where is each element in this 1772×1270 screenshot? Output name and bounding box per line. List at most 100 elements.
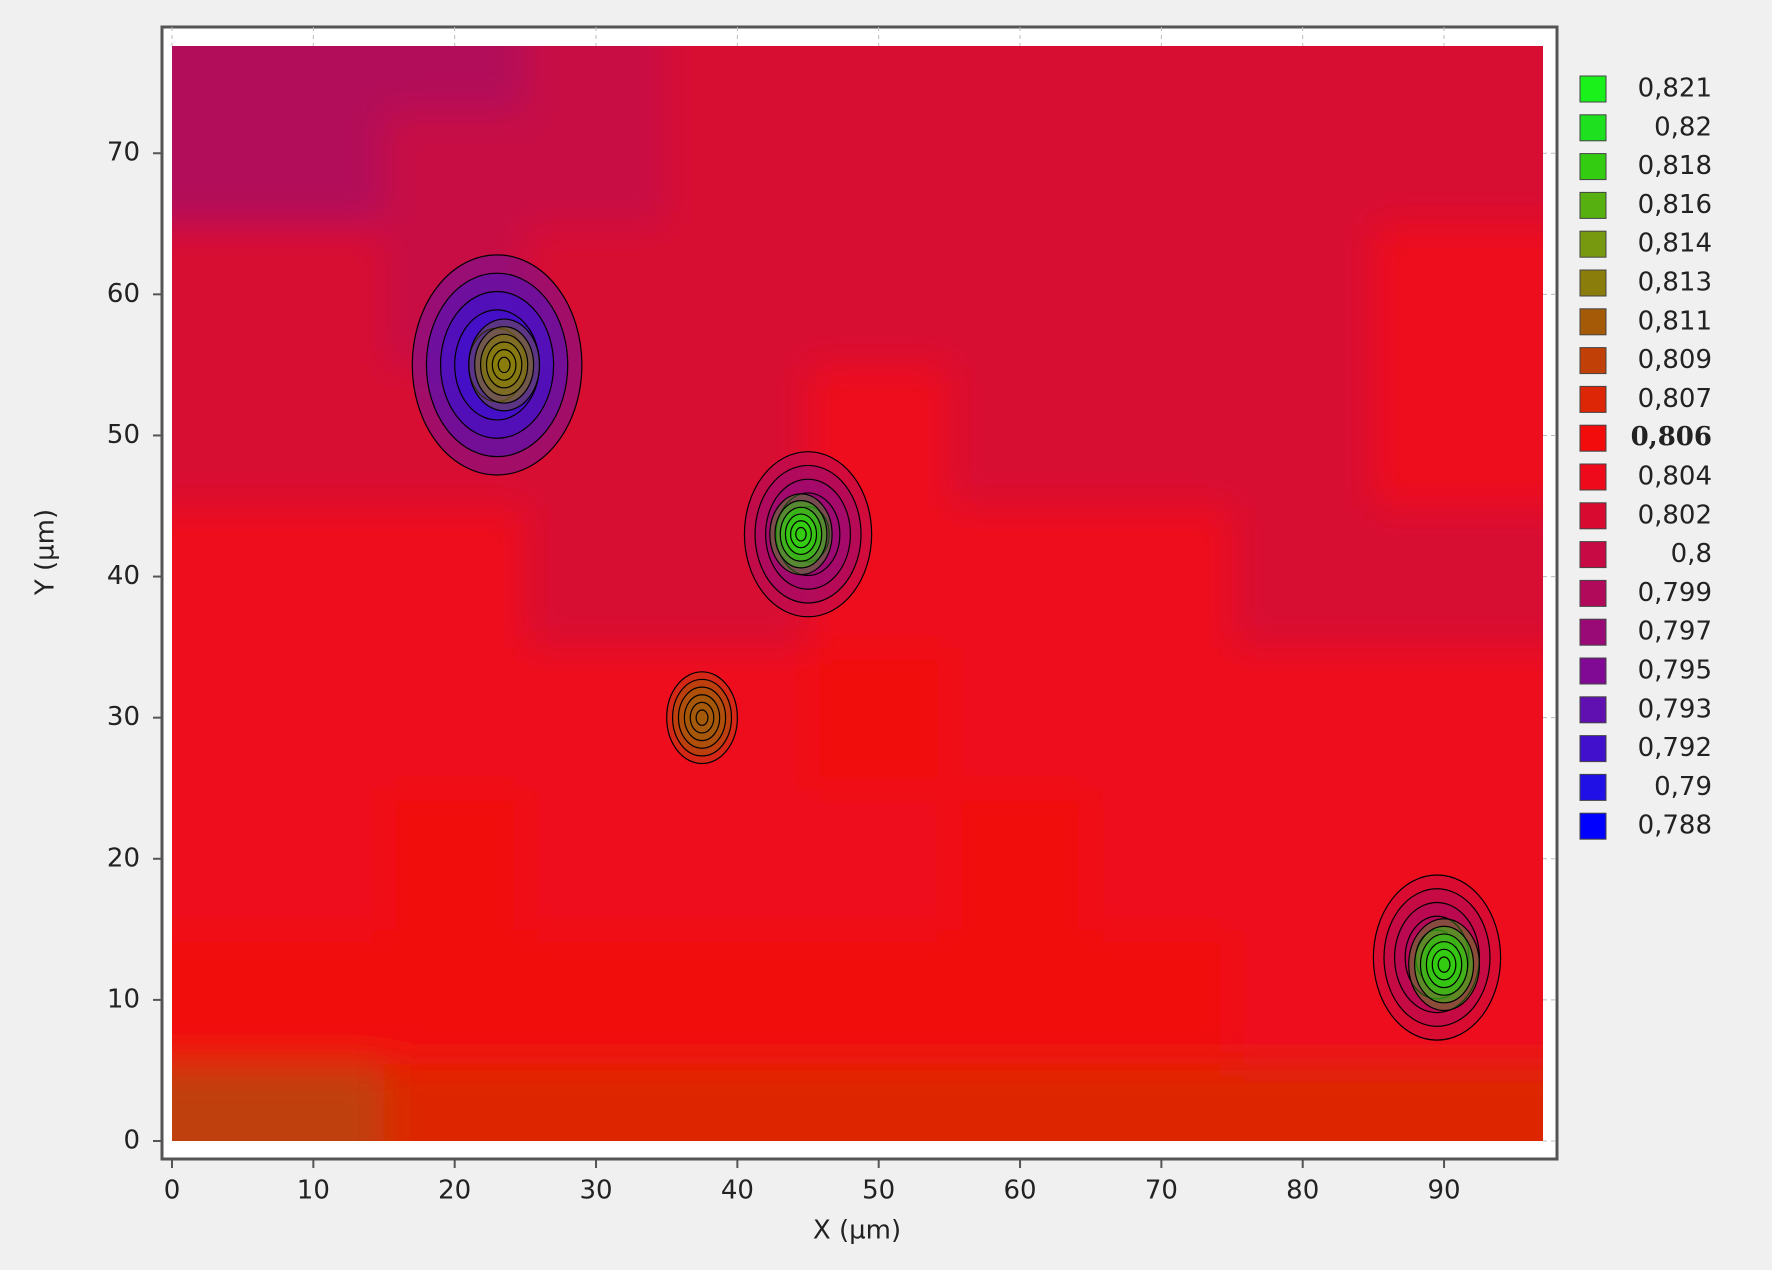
- field-cell: [525, 647, 668, 790]
- field-cell: [1373, 364, 1543, 508]
- field-cell: [808, 364, 951, 508]
- legend-label: 0,82: [1654, 112, 1712, 142]
- field-cell: [666, 788, 810, 931]
- field-cell: [1090, 364, 1234, 508]
- legend-swatch: [1579, 773, 1607, 801]
- legend-swatch: [1579, 191, 1607, 219]
- field-cell: [172, 223, 244, 366]
- legend-label: 0,807: [1638, 384, 1712, 414]
- field-cell: [172, 110, 244, 225]
- field-cell: [666, 46, 810, 112]
- field-cell: [242, 647, 386, 790]
- field-cell: [242, 46, 386, 112]
- legend-label: 0,792: [1638, 733, 1712, 763]
- field-cell: [808, 1063, 951, 1141]
- x-tick-label: 70: [1145, 1176, 1178, 1206]
- spot-ring: [497, 356, 511, 374]
- field-cell: [1090, 1063, 1234, 1141]
- legend-label: 0,797: [1638, 617, 1712, 647]
- legend-swatch: [1579, 812, 1607, 840]
- field-cell: [525, 110, 668, 225]
- field-cell: [808, 788, 951, 931]
- field-cell: [384, 788, 527, 931]
- x-tick-label: 10: [297, 1176, 330, 1206]
- y-axis-label: Y (µm): [31, 509, 61, 596]
- legend-swatch: [1579, 579, 1607, 607]
- field-cell: [949, 788, 1092, 931]
- field-cell: [384, 929, 527, 1065]
- field-cell: [1232, 46, 1375, 112]
- field-cell: [525, 929, 668, 1065]
- field-cell: [1373, 506, 1543, 649]
- field-cell: [1090, 647, 1234, 790]
- y-tick-label: 70: [107, 138, 140, 168]
- legend-swatch: [1579, 657, 1607, 685]
- field-cell: [1090, 506, 1234, 649]
- field-cell: [949, 506, 1092, 649]
- x-tick-label: 30: [579, 1176, 612, 1206]
- legend-label: 0,816: [1638, 190, 1712, 220]
- field-cell: [808, 46, 951, 112]
- field-cell: [242, 506, 386, 649]
- field-cell: [949, 46, 1092, 112]
- field-cell: [172, 364, 244, 508]
- field-cell: [666, 929, 810, 1065]
- field-cell: [384, 110, 527, 225]
- legend-label: 0,821: [1638, 74, 1712, 104]
- field-cell: [1232, 788, 1375, 931]
- y-tick-label: 10: [107, 984, 140, 1014]
- legend-label: 0,799: [1638, 578, 1712, 608]
- legend-label: 0,809: [1638, 345, 1712, 375]
- spot: [468, 318, 541, 412]
- field-cell: [1373, 223, 1543, 366]
- spot: [769, 493, 833, 576]
- field-cell: [242, 929, 386, 1065]
- legend-label: 0,79: [1654, 772, 1712, 802]
- legend-swatch: [1579, 618, 1607, 646]
- grid: [171, 27, 1557, 1142]
- field-cell: [1090, 929, 1234, 1065]
- y-tick-label: 40: [107, 561, 140, 591]
- field-cell: [808, 647, 951, 790]
- field-cell: [1232, 929, 1375, 1065]
- field-cell: [172, 647, 244, 790]
- legend-swatch: [1579, 424, 1607, 452]
- legend-label: 0,795: [1638, 656, 1712, 686]
- field-cell: [666, 110, 810, 225]
- legend-swatch: [1579, 502, 1607, 530]
- legend-label: 0,813: [1638, 268, 1712, 298]
- y-tick-label: 30: [107, 702, 140, 732]
- y-tick-label: 20: [107, 843, 140, 873]
- field-cell: [949, 223, 1092, 366]
- legend-label: 0,818: [1638, 151, 1712, 181]
- field-cell: [384, 46, 527, 112]
- field-cell: [1373, 1063, 1543, 1141]
- field-cell: [525, 506, 668, 649]
- field-cell: [949, 647, 1092, 790]
- field-cell: [949, 1063, 1092, 1141]
- x-tick-label: 0: [164, 1176, 181, 1206]
- field-cell: [172, 1063, 244, 1141]
- x-tick-label: 60: [1003, 1176, 1036, 1206]
- field-cell: [949, 364, 1092, 508]
- y-tick-label: 50: [107, 420, 140, 450]
- legend-swatch: [1579, 463, 1607, 491]
- legend-swatch: [1579, 696, 1607, 724]
- legend-swatch: [1579, 308, 1607, 336]
- legend-label: 0,806: [1631, 422, 1712, 452]
- field-cell: [666, 223, 810, 366]
- field-cell: [525, 788, 668, 931]
- x-tick-label: 90: [1428, 1176, 1461, 1206]
- field-cell: [172, 929, 244, 1065]
- field-cell: [1090, 46, 1234, 112]
- legend-label: 0,804: [1638, 462, 1712, 492]
- legend-swatch: [1579, 735, 1607, 763]
- field-cell: [172, 46, 244, 112]
- legend-label: 0,8: [1671, 539, 1712, 569]
- field-cell: [808, 110, 951, 225]
- field-cell: [1232, 647, 1375, 790]
- legend-label: 0,802: [1638, 500, 1712, 530]
- legend-swatch: [1579, 541, 1607, 569]
- x-tick-label: 40: [721, 1176, 754, 1206]
